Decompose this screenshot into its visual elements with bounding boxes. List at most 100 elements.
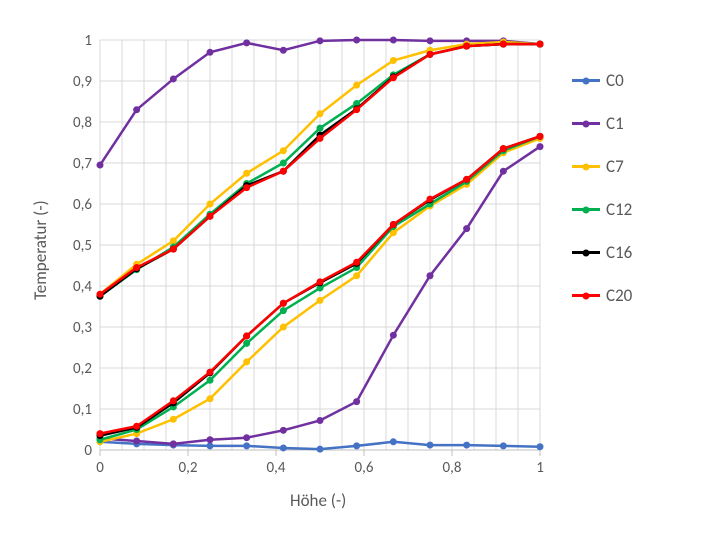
series-marker-C1_upper: [390, 37, 397, 44]
x-tick-label: 0,4: [267, 459, 286, 477]
legend-dot-icon: [583, 163, 590, 170]
series-marker-C20_lower: [353, 259, 360, 266]
series-marker-C20_upper: [500, 41, 507, 48]
y-tick-label: 0,8: [73, 114, 92, 132]
x-tick-label: 0,2: [179, 459, 198, 477]
y-tick-label: 0,4: [73, 278, 92, 296]
series-marker-C1_upper: [427, 37, 434, 44]
series-marker-C1_lower: [280, 427, 287, 434]
series-marker-C20_upper: [133, 264, 140, 271]
series-marker-C20_upper: [463, 43, 470, 50]
legend-label: C16: [606, 242, 632, 263]
legend-line-icon: [572, 79, 600, 82]
y-tick-label: 0,3: [73, 319, 92, 337]
series-marker-C7_upper: [317, 110, 324, 117]
x-tick-label: 0,8: [443, 459, 462, 477]
series-marker-C20_lower: [537, 133, 544, 140]
series-marker-C0_upper: [427, 442, 434, 449]
chart-container: 0 0,2 0,4 0,6 0,8 1 0 0,1 0,2 0,3 0,4 0,5 0,6 0,7 0,8 0…: [0, 0, 706, 534]
x-tick-label: 0,6: [355, 459, 374, 477]
legend-dot-icon: [583, 249, 590, 256]
legend-dot-icon: [583, 120, 590, 127]
series-marker-C1_upper: [280, 47, 287, 54]
legend-label: C20: [606, 285, 632, 306]
legend-line-icon: [572, 208, 600, 211]
series-marker-C1_upper: [207, 49, 214, 56]
series-marker-C1_upper: [317, 37, 324, 44]
x-axis-label-text: Höhe (-): [290, 490, 346, 511]
legend-item-C16: C16: [572, 242, 632, 263]
legend-dot-icon: [583, 292, 590, 299]
y-tick-label: 0,7: [73, 155, 92, 173]
y-tick-label: 0,2: [73, 360, 92, 378]
series-marker-C7_lower: [353, 272, 360, 279]
legend-item-C0: C0: [572, 70, 632, 91]
y-tick-label: 0,6: [73, 196, 92, 214]
series-marker-C20_lower: [390, 221, 397, 228]
legend-label: C7: [606, 156, 624, 177]
series-marker-C7_upper: [243, 170, 250, 177]
series-marker-C20_upper: [97, 291, 104, 298]
y-tick-label: 0,5: [73, 237, 92, 255]
series-marker-C7_upper: [353, 82, 360, 89]
series-marker-C7_lower: [317, 297, 324, 304]
series-marker-C12_lower: [243, 340, 250, 347]
legend-line-icon: [572, 165, 600, 168]
y-axis-label: Temperatur (-): [30, 200, 51, 300]
y-tick-label: 0,9: [73, 73, 92, 91]
series-marker-C0_upper: [207, 442, 214, 449]
series-marker-C20_lower: [317, 278, 324, 285]
series-marker-C1_lower: [170, 440, 177, 447]
series-marker-C20_upper: [317, 135, 324, 142]
x-tick-label: 1: [536, 459, 544, 477]
series-marker-C1_lower: [500, 168, 507, 175]
y-tick-label: 0: [84, 442, 92, 460]
series-marker-C7_upper: [207, 201, 214, 208]
series-marker-C12_lower: [207, 377, 214, 384]
series-marker-C0_upper: [317, 446, 324, 453]
series-marker-C7_lower: [243, 358, 250, 365]
legend-line-icon: [572, 294, 600, 297]
series-marker-C12_upper: [280, 160, 287, 167]
series-marker-C20_upper: [207, 213, 214, 220]
series-marker-C20_upper: [353, 106, 360, 113]
series-marker-C20_upper: [427, 51, 434, 58]
series-marker-C0_upper: [463, 442, 470, 449]
y-axis-label-text: Temperatur (-): [30, 200, 51, 300]
series-marker-C20_lower: [500, 145, 507, 152]
series-marker-C20_lower: [207, 369, 214, 376]
series-marker-C20_lower: [463, 176, 470, 183]
series-marker-C1_lower: [463, 225, 470, 232]
series-marker-C7_upper: [390, 57, 397, 64]
legend-label: C1: [606, 113, 624, 134]
series-marker-C1_upper: [170, 75, 177, 82]
chart-legend: C0 C1 C7 C12 C16 C20: [572, 70, 632, 328]
series-marker-C20_upper: [390, 74, 397, 81]
legend-dot-icon: [583, 77, 590, 84]
series-marker-C20_lower: [133, 423, 140, 430]
legend-item-C20: C20: [572, 285, 632, 306]
legend-label: C0: [606, 70, 624, 91]
series-marker-C20_upper: [280, 168, 287, 175]
series-marker-C20_upper: [537, 41, 544, 48]
series-marker-C0_upper: [353, 442, 360, 449]
series-marker-C0_upper: [537, 443, 544, 450]
series-marker-C1_lower: [353, 398, 360, 405]
series-marker-C1_lower: [427, 272, 434, 279]
y-tick-label: 1: [84, 32, 92, 50]
series-marker-C0_upper: [500, 442, 507, 449]
series-marker-C1_lower: [207, 436, 214, 443]
series-marker-C20_upper: [170, 246, 177, 253]
series-marker-C7_upper: [280, 147, 287, 154]
legend-label: C12: [606, 199, 632, 220]
series-marker-C1_lower: [243, 434, 250, 441]
legend-item-C7: C7: [572, 156, 632, 177]
series-marker-C20_lower: [97, 430, 104, 437]
series-marker-C12_upper: [317, 125, 324, 132]
series-marker-C1_lower: [317, 417, 324, 424]
series-marker-C20_lower: [427, 196, 434, 203]
series-marker-C20_lower: [170, 397, 177, 404]
series-marker-C20_lower: [243, 333, 250, 340]
y-tick-label: 0,1: [73, 401, 92, 419]
x-tick-label: 0: [96, 459, 104, 477]
